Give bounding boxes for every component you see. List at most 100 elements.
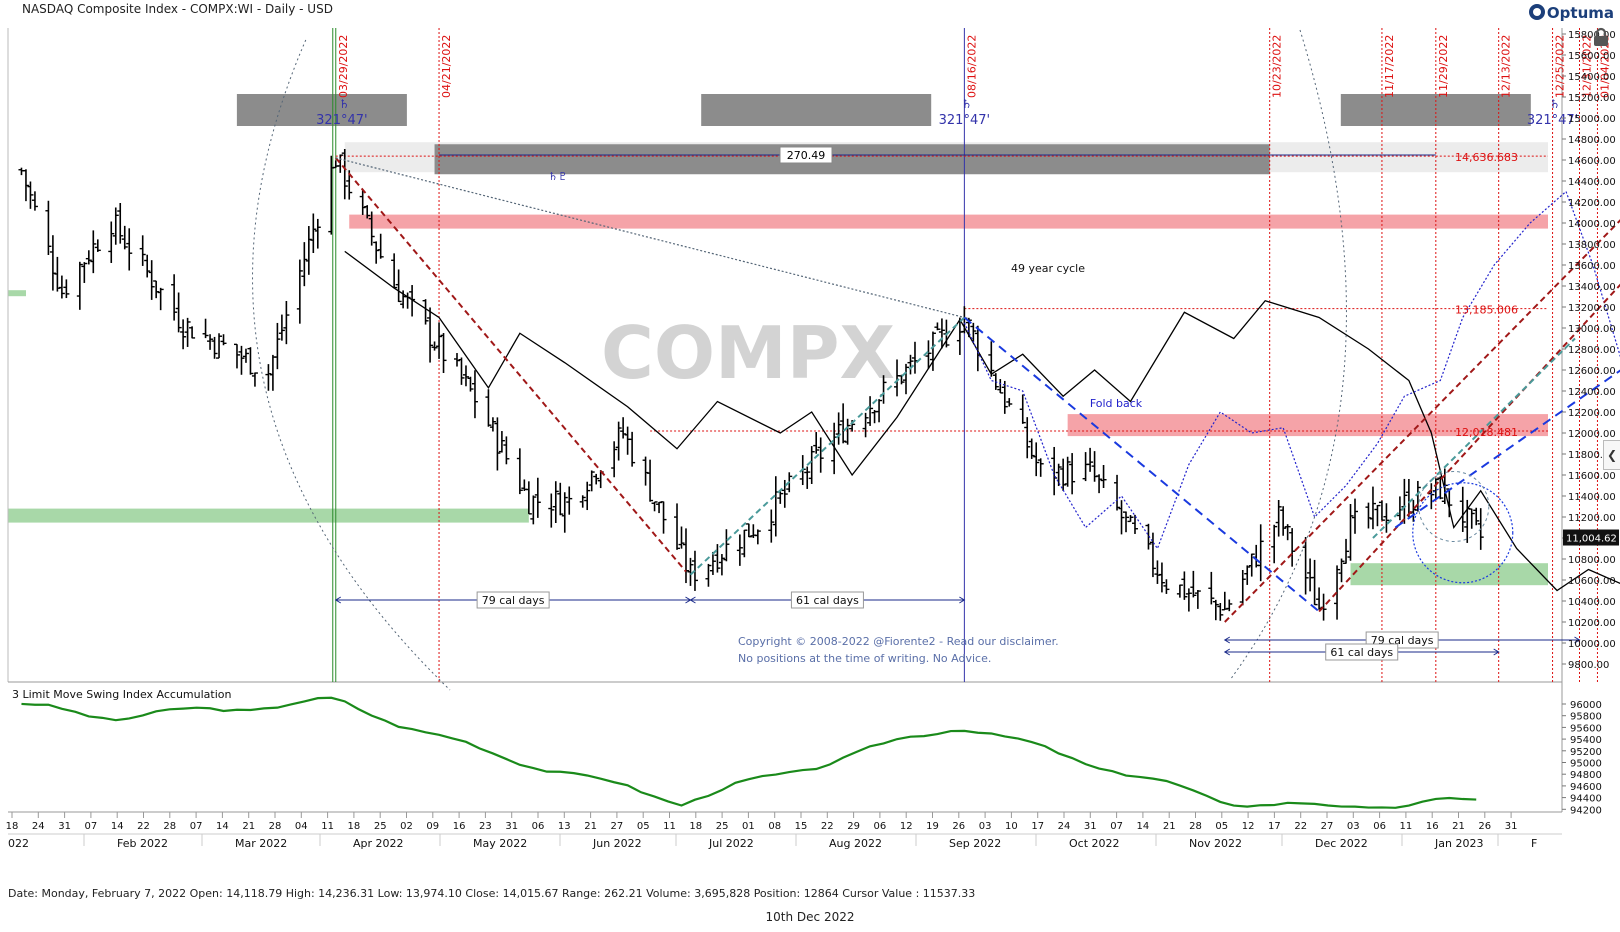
ohlc-bar bbox=[651, 501, 658, 512]
trend-teal-up bbox=[689, 316, 966, 576]
chart-title: NASDAQ Composite Index - COMPX:WI - Dail… bbox=[22, 2, 333, 16]
ohlc-bar bbox=[1347, 503, 1354, 561]
price-tick-label: 14000.00 bbox=[1568, 219, 1616, 230]
ohlc-bar bbox=[647, 459, 654, 502]
span-label: 61 cal days bbox=[1330, 646, 1393, 659]
span-arrow-left bbox=[1223, 636, 1231, 644]
ohlc-bar bbox=[1114, 474, 1121, 511]
date-tick-label: 05 bbox=[1215, 821, 1228, 832]
price-tick-label: 11200.00 bbox=[1568, 513, 1616, 524]
ohlc-bar bbox=[90, 230, 97, 274]
ohlc-bar bbox=[660, 501, 667, 534]
ohlc-bar bbox=[1051, 446, 1058, 496]
ohlc-bar bbox=[431, 341, 438, 351]
ohlc-bar bbox=[1289, 528, 1296, 567]
month-label: Sep 2022 bbox=[949, 837, 1001, 850]
span-arrow-left bbox=[1223, 648, 1231, 656]
ohlc-bar bbox=[516, 448, 523, 495]
lock-icon[interactable] bbox=[1590, 26, 1612, 48]
ohlc-bar bbox=[1468, 508, 1475, 529]
date-tick-label: 21 bbox=[1163, 821, 1176, 832]
last-price-box bbox=[1563, 529, 1619, 546]
ohlc-bar bbox=[108, 221, 115, 263]
ohlc-bar bbox=[148, 260, 155, 300]
copyright-line2: No positions at the time of writing. No … bbox=[738, 652, 991, 665]
span-arrow-right bbox=[959, 596, 966, 604]
date-tick-label: 19 bbox=[926, 821, 939, 832]
ohlc-bar bbox=[579, 495, 586, 508]
arc-right bbox=[1229, 29, 1347, 681]
cycle-line-49yr bbox=[344, 250, 1620, 592]
date-tick-label: 29 bbox=[847, 821, 860, 832]
panel-collapse-button[interactable]: ❮ bbox=[1603, 440, 1620, 470]
ohlc-bar bbox=[54, 256, 61, 292]
ohlc-bar bbox=[840, 403, 847, 444]
ohlc-bar bbox=[436, 322, 443, 359]
date-tick-label: 22 bbox=[821, 821, 834, 832]
indicator-tick-label: 95400 bbox=[1570, 735, 1602, 746]
ohlc-bar bbox=[997, 379, 1004, 394]
date-tick-label: 18 bbox=[348, 821, 361, 832]
date-tick-label: 11 bbox=[1400, 821, 1413, 832]
ohlc-bar bbox=[1239, 570, 1246, 606]
date-tick-label: 03 bbox=[979, 821, 992, 832]
grey-box bbox=[701, 94, 932, 126]
status-bar: Date: Monday, February 7, 2022 Open: 14,… bbox=[8, 887, 976, 900]
grey-box bbox=[236, 94, 407, 126]
month-label: Jan 2023 bbox=[1434, 837, 1483, 850]
ohlc-bar bbox=[1033, 442, 1040, 477]
date-tick-label: 06 bbox=[532, 821, 545, 832]
ohlc-bar bbox=[440, 333, 447, 374]
span-label-box bbox=[1325, 643, 1399, 661]
optuma-logo: Optuma bbox=[1527, 2, 1614, 22]
logo-text: Optuma bbox=[1546, 4, 1614, 22]
ohlc-bar bbox=[1374, 504, 1381, 527]
ohlc-bar bbox=[723, 529, 730, 562]
date-tick-label: 28 bbox=[1189, 821, 1202, 832]
month-label: Aug 2022 bbox=[829, 837, 882, 850]
degree-label: 321°47' bbox=[316, 113, 367, 128]
ohlc-bar bbox=[557, 482, 564, 516]
price-tick-label: 13000.00 bbox=[1568, 324, 1616, 335]
indicator-tick-label: 95600 bbox=[1570, 723, 1602, 734]
ohlc-bar bbox=[157, 287, 164, 311]
ohlc-bar bbox=[777, 491, 784, 504]
ohlc-bar bbox=[656, 501, 663, 514]
ohlc-bar bbox=[1194, 589, 1201, 609]
ohlc-bar bbox=[485, 389, 492, 427]
ohlc-bar bbox=[180, 319, 187, 350]
green-zone-right bbox=[1350, 563, 1548, 586]
date-tick-label: 06 bbox=[874, 821, 887, 832]
cycle-date-label: 10/23/2022 bbox=[1271, 35, 1284, 98]
ohlc-bar bbox=[1307, 558, 1314, 592]
ohlc-bar bbox=[907, 354, 914, 375]
ohlc-bar bbox=[642, 456, 649, 486]
date-tick-label: 28 bbox=[163, 821, 176, 832]
month-label: Mar 2022 bbox=[235, 837, 287, 850]
date-tick-label: 14 bbox=[1137, 821, 1150, 832]
saturn-pluto-glyph: ♄♇ bbox=[548, 170, 568, 183]
ohlc-bar bbox=[1163, 579, 1170, 594]
ohlc-bar bbox=[489, 417, 496, 432]
indicator-tick-label: 94800 bbox=[1570, 770, 1602, 781]
span-arrow-right bbox=[1493, 648, 1500, 656]
ohlc-bar bbox=[714, 544, 721, 573]
ohlc-bar bbox=[467, 376, 474, 392]
footer-date: 10th Dec 2022 bbox=[765, 910, 855, 924]
ohlc-bar bbox=[903, 363, 909, 395]
price-tick-label: 11400.00 bbox=[1568, 492, 1616, 503]
projection-circle-inner bbox=[1418, 471, 1490, 542]
ohlc-bar bbox=[359, 190, 366, 215]
date-tick-label: 21 bbox=[1452, 821, 1465, 832]
price-tick-label: 15600.00 bbox=[1568, 51, 1616, 62]
ohlc-bar bbox=[207, 334, 214, 350]
date-tick-label: 10 bbox=[1005, 821, 1018, 832]
ohlc-bar bbox=[503, 436, 510, 465]
ohlc-bar bbox=[242, 348, 249, 363]
date-tick-label: 26 bbox=[952, 821, 965, 832]
price-tick-label: 10600.00 bbox=[1568, 576, 1616, 587]
date-tick-label: 28 bbox=[269, 821, 282, 832]
ohlc-bar bbox=[615, 421, 622, 461]
indicator-title: 3 Limit Move Swing Index Accumulation bbox=[12, 688, 232, 701]
